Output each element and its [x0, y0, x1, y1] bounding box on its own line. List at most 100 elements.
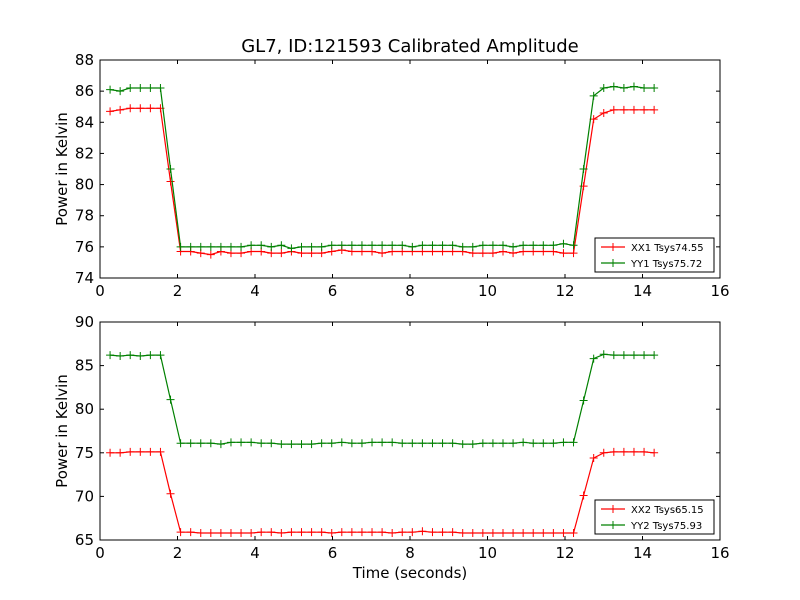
data-point	[559, 529, 568, 538]
data-point	[337, 241, 346, 250]
data-point	[267, 439, 276, 448]
data-point	[488, 439, 497, 448]
data-point	[428, 439, 437, 448]
data-point	[438, 241, 447, 250]
data-point	[368, 438, 377, 447]
data-point	[166, 177, 175, 186]
y-tick-label: 76	[75, 238, 94, 256]
data-point	[589, 91, 598, 100]
x-tick-label: 12	[555, 282, 574, 300]
legend-label: XX1 Tsys74.55	[631, 243, 704, 254]
data-point	[146, 351, 155, 360]
data-point	[458, 529, 467, 538]
y-tick-label: 75	[75, 444, 94, 462]
data-point	[297, 242, 306, 251]
data-point	[509, 439, 518, 448]
data-point	[549, 439, 558, 448]
x-axis-label: Time (seconds)	[352, 564, 468, 582]
y-tick-label: 82	[75, 144, 94, 162]
y-tick-label: 84	[75, 113, 94, 131]
data-point	[126, 84, 135, 93]
data-point	[237, 529, 246, 538]
legend-marker	[609, 521, 617, 529]
data-point	[146, 104, 155, 113]
data-point	[247, 241, 256, 250]
data-point	[408, 528, 417, 537]
x-tick-label: 16	[710, 282, 729, 300]
x-tick-label: 2	[173, 282, 183, 300]
data-point	[579, 396, 588, 405]
legend-marker	[609, 243, 617, 251]
data-point	[146, 447, 155, 456]
data-point	[196, 529, 205, 538]
data-point	[287, 528, 296, 537]
data-point	[589, 354, 598, 363]
data-point	[640, 84, 649, 93]
data-point	[317, 439, 326, 448]
data-point	[327, 439, 336, 448]
data-point	[106, 85, 115, 94]
data-point	[448, 439, 457, 448]
data-point	[609, 447, 618, 456]
data-point	[368, 241, 377, 250]
data-point	[206, 529, 215, 538]
data-point	[478, 241, 487, 250]
legend-label: YY2 Tsys75.93	[630, 521, 702, 532]
data-point	[509, 242, 518, 251]
data-point	[106, 351, 115, 360]
data-point	[196, 439, 205, 448]
data-point	[559, 239, 568, 248]
data-point	[640, 105, 649, 114]
data-point	[206, 250, 215, 259]
data-point	[650, 84, 659, 93]
data-point	[569, 438, 578, 447]
data-point	[216, 529, 225, 538]
data-point	[539, 241, 548, 250]
data-point	[116, 105, 125, 114]
data-point	[468, 440, 477, 449]
data-point	[156, 84, 165, 93]
data-point	[619, 351, 628, 360]
y-tick-label: 80	[75, 400, 94, 418]
data-point	[509, 529, 518, 538]
data-point	[629, 105, 638, 114]
data-point	[186, 242, 195, 251]
data-point	[136, 104, 145, 113]
y-axis-label: Power in Kelvin	[53, 374, 71, 488]
data-point	[378, 438, 387, 447]
data-point	[579, 165, 588, 173]
data-point	[569, 529, 578, 538]
data-point	[539, 439, 548, 448]
data-point	[307, 242, 316, 251]
x-tick-label: 8	[405, 544, 415, 562]
data-point	[166, 489, 175, 498]
data-point	[448, 241, 457, 250]
data-point	[629, 447, 638, 456]
data-point	[640, 447, 649, 456]
data-point	[619, 447, 628, 456]
data-point	[216, 242, 225, 251]
data-point	[116, 352, 125, 361]
data-point	[488, 249, 497, 258]
data-point	[418, 241, 427, 250]
data-point	[478, 439, 487, 448]
y-axis-label: Power in Kelvin	[53, 112, 71, 226]
x-tick-label: 0	[95, 282, 105, 300]
legend-box	[594, 499, 715, 535]
data-point	[619, 84, 628, 93]
data-point	[116, 87, 125, 96]
data-point	[136, 352, 145, 361]
data-point	[347, 241, 356, 250]
data-point	[257, 241, 266, 250]
data-point	[388, 529, 397, 538]
data-point	[519, 438, 528, 447]
data-point	[327, 529, 336, 538]
data-point	[156, 447, 165, 456]
x-tick-label: 10	[478, 544, 497, 562]
data-point	[599, 84, 608, 93]
data-point	[317, 242, 326, 251]
data-point	[237, 438, 246, 447]
data-point	[368, 528, 377, 537]
y-tick-label: 88	[75, 51, 94, 69]
data-point	[408, 242, 417, 251]
